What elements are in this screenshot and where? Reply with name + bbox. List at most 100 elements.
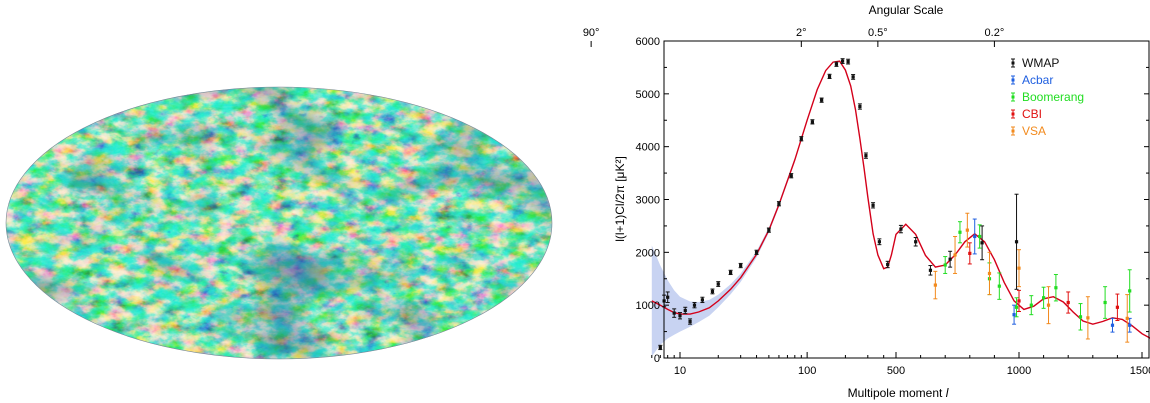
y-tick-label: 0 xyxy=(654,353,660,365)
data-point xyxy=(965,212,970,248)
data-point xyxy=(827,73,832,80)
x-axis-title: Multipole moment l xyxy=(848,386,949,400)
data-point xyxy=(672,308,677,318)
top-tick-label: 0.5° xyxy=(868,27,888,39)
data-point xyxy=(700,296,705,304)
y-tick-label: 4000 xyxy=(636,142,660,154)
data-point xyxy=(688,318,693,325)
legend-label: VSA xyxy=(1022,124,1046,138)
legend-label: CBI xyxy=(1022,107,1042,121)
x-tick-label: 1500 xyxy=(1130,365,1150,377)
y-axis-title: l(l+1)Cl/2π [μK²] xyxy=(613,156,627,242)
x-tick-label: 1000 xyxy=(1007,365,1031,377)
data-point xyxy=(1014,297,1019,318)
data-point xyxy=(716,281,721,287)
data-point xyxy=(1017,249,1021,288)
data-point xyxy=(1014,193,1019,290)
data-point xyxy=(766,227,771,233)
axes: 0 1000 2000 3000 4000 5000 6000 10 100 500 1000 150… xyxy=(583,27,1150,377)
data-point xyxy=(738,262,743,269)
series-vsa xyxy=(933,212,1130,343)
series-boomerang xyxy=(943,221,1132,331)
top-tick-label: 90° xyxy=(583,27,600,39)
data-point xyxy=(1103,286,1108,319)
y-tick-label: 3000 xyxy=(636,195,660,207)
legend-item-cbi: CBI xyxy=(1011,107,1042,121)
legend-item-boomerang: Boomerang xyxy=(1011,90,1084,104)
x-tick-label: 100 xyxy=(798,365,816,377)
data-point xyxy=(1127,317,1132,333)
data-point xyxy=(1053,274,1058,302)
data-point xyxy=(871,202,876,209)
legend-label: Acbar xyxy=(1022,73,1053,87)
data-point xyxy=(1085,296,1090,340)
data-point xyxy=(1041,286,1046,309)
series-acbar xyxy=(972,218,1132,333)
data-point xyxy=(1115,293,1120,321)
data-point xyxy=(834,61,839,67)
data-point xyxy=(1046,286,1051,325)
data-point xyxy=(683,306,688,315)
data-point xyxy=(1127,269,1132,313)
legend-item-vsa: VSA xyxy=(1011,124,1046,138)
data-point xyxy=(957,221,962,244)
data-point xyxy=(789,173,794,179)
data-point xyxy=(953,235,958,274)
data-point xyxy=(846,58,851,65)
data-point xyxy=(857,103,862,110)
legend-item-acbar: Acbar xyxy=(1011,73,1053,87)
model-curve xyxy=(651,60,1150,339)
top-tick-label: 0.2° xyxy=(985,27,1005,39)
data-point xyxy=(840,58,845,64)
y-tick-label: 2000 xyxy=(636,247,660,259)
data-point xyxy=(851,74,856,80)
data-point xyxy=(885,260,890,269)
series-cbi xyxy=(967,242,1120,321)
data-point xyxy=(665,291,670,304)
x-tick-label: 10 xyxy=(674,365,686,377)
legend: WMAP Acbar Boomerang CBI VSA xyxy=(1011,56,1084,138)
data-point xyxy=(980,225,985,261)
data-point xyxy=(972,218,977,255)
data-point xyxy=(967,242,972,265)
data-point xyxy=(678,312,682,320)
data-point xyxy=(1125,294,1130,343)
top-axis-title: Angular Scale xyxy=(869,3,944,17)
data-point xyxy=(754,249,759,255)
plot-frame xyxy=(663,40,1150,359)
data-point xyxy=(1029,295,1034,316)
data-point xyxy=(877,238,882,246)
data-point xyxy=(1017,289,1021,313)
data-point xyxy=(810,119,815,125)
model-band xyxy=(651,157,795,357)
model-curve-line xyxy=(651,60,1150,339)
data-point xyxy=(987,251,992,296)
data-point xyxy=(928,265,933,276)
data-point xyxy=(776,201,781,207)
data-point xyxy=(977,224,982,249)
data-point xyxy=(728,269,733,276)
data-point xyxy=(799,136,804,142)
series-wmap xyxy=(658,58,1019,351)
model-uncertainty-band xyxy=(651,157,795,357)
data-point xyxy=(913,237,918,247)
data-point xyxy=(943,256,948,274)
data-point xyxy=(997,272,1002,300)
data-point xyxy=(948,250,953,268)
x-tick-label: 500 xyxy=(887,365,905,377)
y-tick-label: 6000 xyxy=(636,36,660,48)
legend-item-wmap: WMAP xyxy=(1011,56,1059,70)
data-point xyxy=(898,224,903,234)
data-points xyxy=(658,58,1132,351)
data-point xyxy=(863,152,868,159)
data-point xyxy=(692,302,697,309)
data-point xyxy=(1110,317,1115,333)
data-point xyxy=(710,288,715,295)
legend-label: Boomerang xyxy=(1022,90,1084,104)
cmb-sky-map xyxy=(5,86,553,360)
data-point xyxy=(1078,303,1083,331)
data-point xyxy=(1012,304,1017,325)
data-point xyxy=(1066,291,1071,314)
top-tick-label: 2° xyxy=(796,27,807,39)
